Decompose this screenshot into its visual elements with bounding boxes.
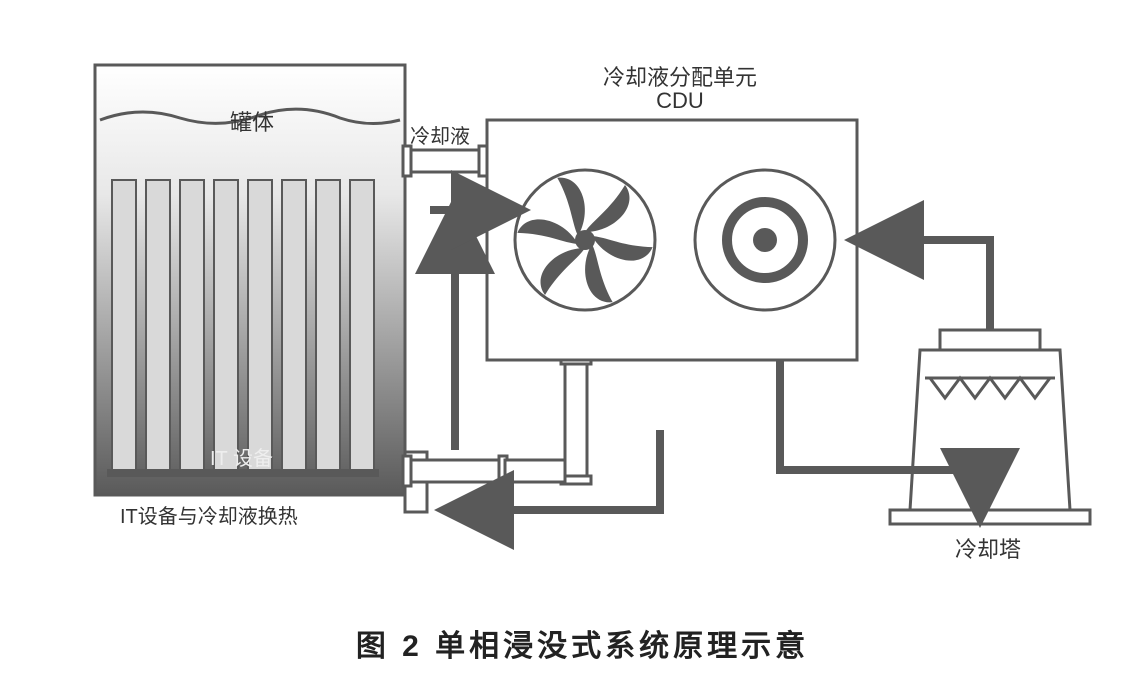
figure-caption: 图 2 单相浸没式系统原理示意 bbox=[20, 621, 1125, 665]
lower-pipe bbox=[403, 356, 591, 486]
tank-label: 罐体 bbox=[230, 105, 274, 137]
it-exchange-label: IT设备与冷却液换热 bbox=[120, 500, 298, 529]
cdu-label-2: CDU bbox=[580, 88, 780, 114]
pump-icon bbox=[515, 170, 655, 310]
diagram-container: 罐体 冷却液 IT 设备 IT设备与冷却液换热 冷却液分配单元 CDU 冷却塔 … bbox=[20, 20, 1125, 675]
it-equipment-label: IT 设备 bbox=[210, 442, 273, 471]
cooling-tower-label: 冷却塔 bbox=[955, 532, 1021, 564]
exchanger-icon bbox=[695, 170, 835, 310]
coolant-label: 冷却液 bbox=[410, 120, 470, 149]
cdu-group bbox=[487, 120, 857, 360]
cooling-tower-group bbox=[890, 330, 1090, 524]
pipes-tank-cdu bbox=[403, 146, 487, 512]
